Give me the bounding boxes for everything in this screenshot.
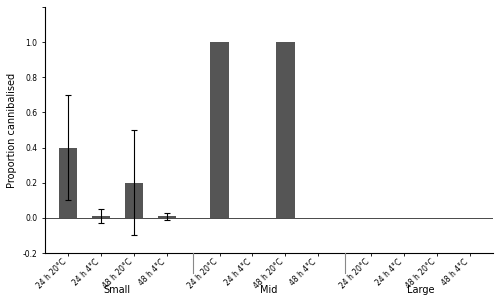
Bar bbox=[210, 42, 228, 218]
Bar bbox=[59, 148, 77, 218]
Bar bbox=[92, 216, 110, 218]
Text: Large: Large bbox=[407, 285, 434, 295]
Bar bbox=[125, 183, 143, 218]
Y-axis label: Proportion cannibalised: Proportion cannibalised bbox=[7, 72, 17, 188]
Bar bbox=[158, 216, 176, 218]
Text: Small: Small bbox=[104, 285, 131, 295]
Text: Mid: Mid bbox=[260, 285, 278, 295]
Bar bbox=[276, 42, 294, 218]
